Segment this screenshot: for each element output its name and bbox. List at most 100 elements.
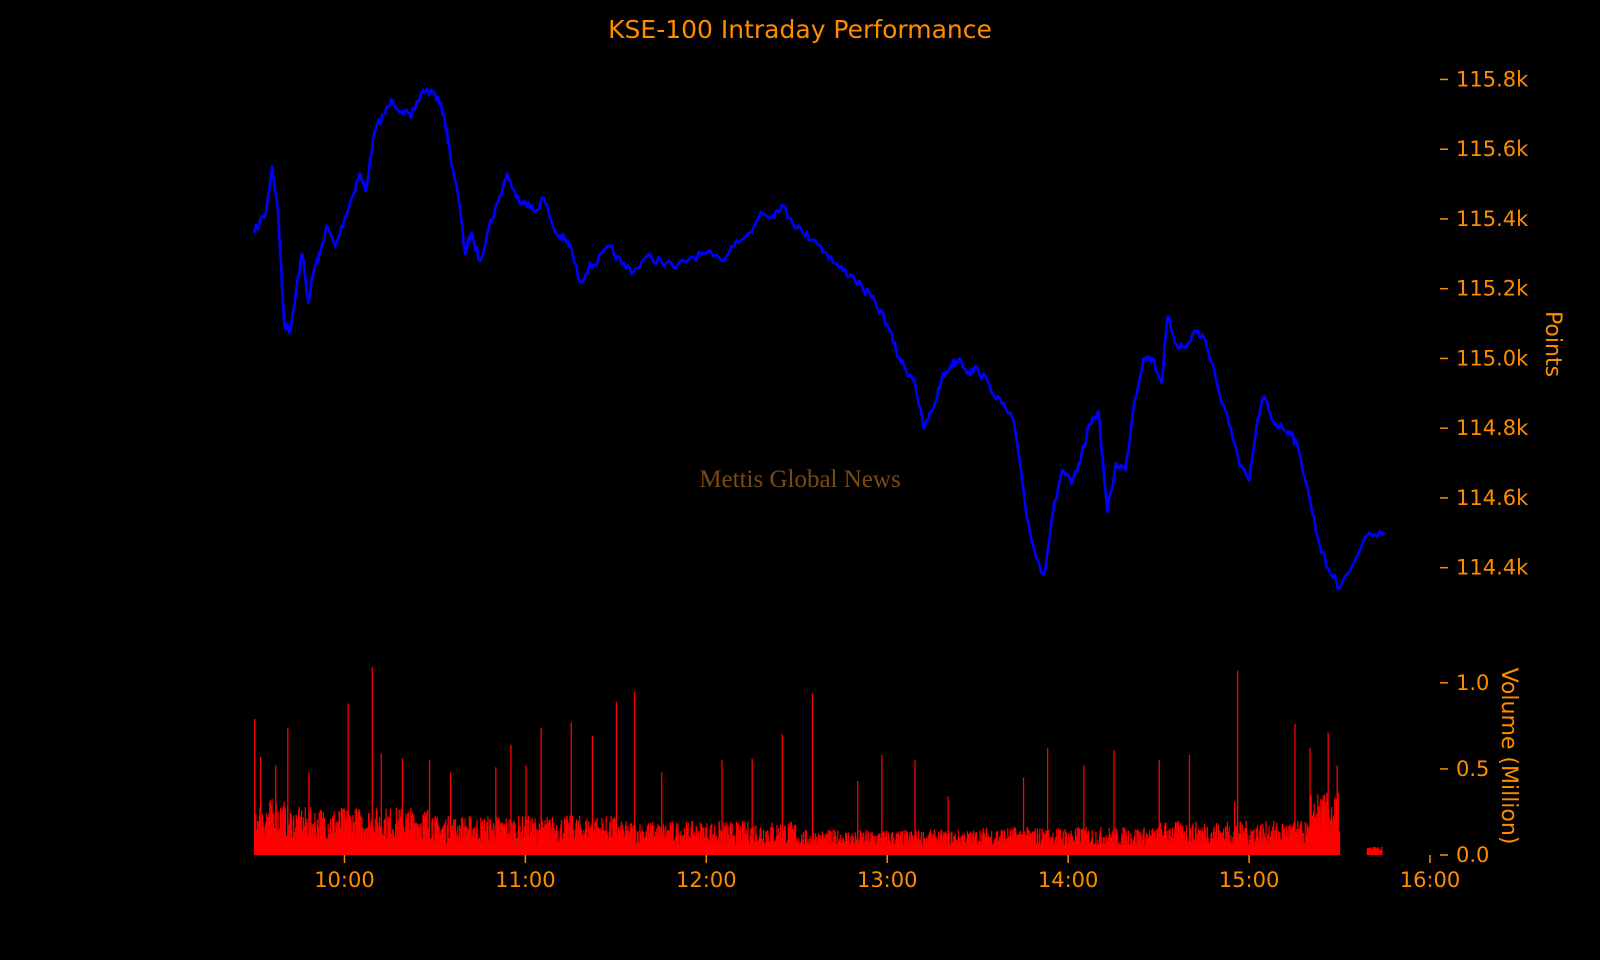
volume-bar [588, 821, 590, 855]
volume-bar [553, 822, 555, 855]
volume-bar [1267, 833, 1269, 855]
volume-bar [1140, 831, 1142, 855]
volume-bar [623, 830, 625, 855]
volume-bar [1062, 831, 1064, 855]
volume-bar [656, 828, 658, 855]
volume-bar [482, 820, 484, 855]
volume-bar [1024, 831, 1026, 855]
volume-spike [661, 772, 663, 855]
volume-bar [1337, 792, 1339, 855]
volume-bar [1288, 825, 1290, 855]
volume-bar [1328, 834, 1330, 855]
time-tick-label: 13:00 [857, 868, 918, 892]
volume-bar [324, 825, 326, 855]
volume-bar [922, 832, 924, 855]
volume-bar [1311, 815, 1313, 855]
volume-bar [544, 824, 546, 855]
time-axis-ticks: 10:00 11:00 12:00 13:00 14:00 15:00 16:00 [314, 855, 1460, 892]
volume-bar [725, 822, 727, 855]
volume-bar [705, 827, 707, 855]
volume-bar [676, 822, 678, 855]
volume-bar [1039, 828, 1041, 855]
volume-bar [293, 815, 295, 855]
volume-tick-label: 0.5 [1456, 757, 1489, 781]
volume-bar [863, 832, 865, 855]
volume-spike [1294, 724, 1296, 855]
volume-bar [463, 826, 465, 855]
volume-bar [1052, 832, 1054, 855]
volume-bar [860, 831, 862, 855]
volume-bar [632, 825, 634, 855]
volume-bar [608, 831, 610, 855]
volume-bar [538, 833, 540, 855]
volume-bar [941, 833, 943, 855]
volume-bar [706, 823, 708, 855]
volume-spike [1234, 801, 1236, 855]
volume-bar [892, 831, 894, 855]
volume-bar [1255, 828, 1257, 855]
volume-bar [795, 824, 797, 855]
volume-bar [691, 821, 693, 855]
volume-bar [420, 823, 422, 855]
volume-bar [954, 833, 956, 855]
volume-bar [1215, 823, 1218, 855]
volume-base-fill [260, 844, 1340, 855]
volume-bar [557, 830, 559, 855]
volume-bar [459, 825, 461, 855]
volume-bar [637, 831, 639, 855]
volume-bar [828, 832, 830, 855]
volume-tick-label: 0.0 [1456, 843, 1489, 867]
volume-bar [937, 831, 940, 855]
volume-bar [867, 833, 870, 855]
volume-bar [784, 825, 786, 855]
volume-bar [969, 833, 971, 855]
volume-spike [721, 760, 723, 855]
volume-bar [1137, 829, 1139, 855]
volume-bar [518, 815, 520, 855]
volume-bar [551, 816, 554, 855]
volume-spike [1188, 755, 1191, 855]
volume-bar [737, 824, 739, 855]
volume-bar [945, 831, 947, 855]
volume-bar [627, 826, 629, 855]
volume-bar [614, 818, 616, 855]
volume-bar [1033, 831, 1035, 855]
volume-bar [490, 826, 492, 855]
volume-bar [579, 815, 581, 855]
volume-bar [930, 829, 932, 855]
volume-bar [1381, 846, 1383, 855]
volume-bar [975, 832, 978, 855]
volume-bar [693, 831, 695, 855]
volume-bar [594, 822, 596, 855]
price-tick-label: 115.8k [1456, 67, 1529, 91]
volume-bar [535, 823, 537, 855]
volume-bar [667, 829, 669, 855]
volume-bar [1375, 850, 1377, 855]
volume-bar [445, 819, 447, 855]
volume-bar [1308, 829, 1310, 855]
volume-bar [630, 823, 633, 855]
volume-bar [700, 823, 703, 855]
price-tick-label: 114.4k [1456, 556, 1529, 580]
volume-bar [1123, 827, 1125, 855]
volume-bar [1178, 827, 1180, 855]
volume-bar [400, 808, 402, 855]
volume-axis-ticks: 0.0 0.5 1.0 [1440, 671, 1489, 867]
volume-spike [1309, 748, 1311, 855]
volume-axis-label: Volume (Million) [1496, 668, 1521, 845]
volume-bar [709, 825, 712, 855]
volume-bar [690, 827, 692, 855]
volume-bar [1325, 823, 1327, 855]
chart-title: KSE-100 Intraday Performance [608, 15, 992, 44]
volume-bar [1182, 833, 1184, 855]
volume-panel: 0.0 0.5 1.0 Volume (Million) [254, 667, 1521, 867]
volume-bar [515, 832, 517, 855]
volume-bar [703, 827, 705, 855]
volume-bar [1338, 831, 1341, 855]
volume-bar [620, 821, 622, 855]
volume-bar [470, 818, 472, 855]
volume-bar [1000, 829, 1002, 855]
volume-bar [1015, 828, 1017, 855]
volume-bar [1143, 827, 1145, 855]
volume-bar [802, 832, 804, 855]
